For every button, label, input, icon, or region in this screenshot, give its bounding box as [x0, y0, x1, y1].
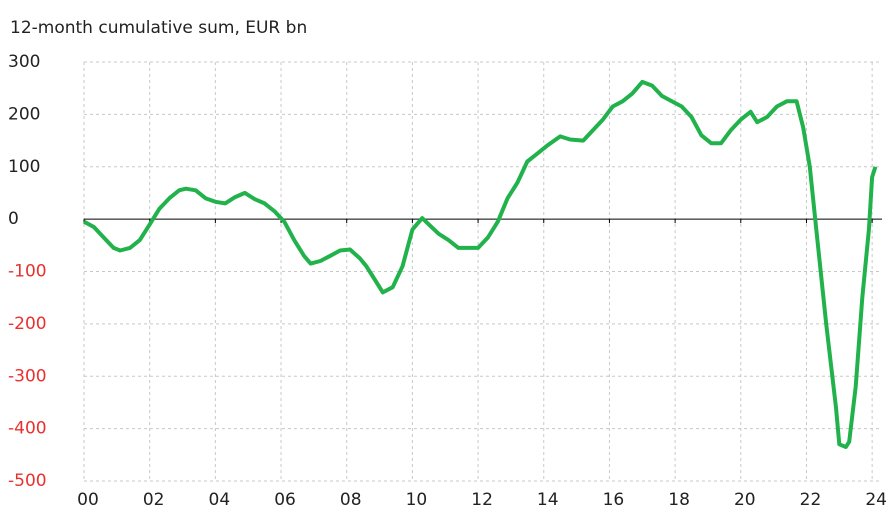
y-tick-label: 0	[8, 209, 19, 229]
x-tick-label: 12	[471, 490, 493, 510]
x-tick-label: 16	[603, 490, 625, 510]
x-tick-label: 14	[537, 490, 559, 510]
y-tick-label: -400	[8, 419, 47, 439]
x-tick-label: 22	[800, 490, 822, 510]
y-tick-label: 200	[8, 104, 40, 124]
x-tick-label: 24	[865, 490, 887, 510]
y-tick-label: -100	[8, 262, 47, 282]
x-tick-label: 10	[406, 490, 428, 510]
x-tick-label: 06	[274, 490, 296, 510]
x-tick-label: 04	[209, 490, 231, 510]
y-tick-label: 300	[8, 52, 40, 72]
x-tick-label: 08	[340, 490, 362, 510]
x-tick-label: 18	[668, 490, 690, 510]
data-line	[83, 79, 878, 449]
x-tick-label: 02	[143, 490, 165, 510]
y-tick-label: -300	[8, 366, 47, 386]
x-tick-label: 00	[77, 490, 99, 510]
y-tick-label: 100	[8, 157, 40, 177]
x-tick-label: 20	[734, 490, 756, 510]
chart-title: 12-month cumulative sum, EUR bn	[10, 18, 307, 38]
y-tick-label: -200	[8, 314, 47, 334]
y-tick-label: -500	[8, 471, 47, 491]
